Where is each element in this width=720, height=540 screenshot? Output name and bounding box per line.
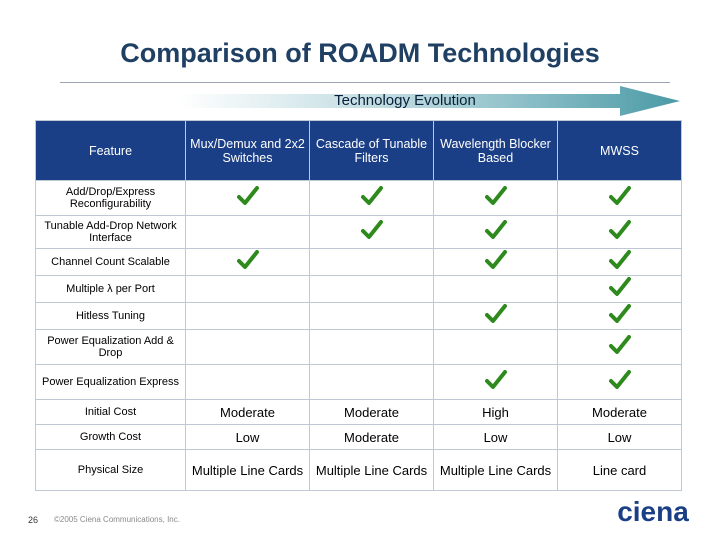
check-cell: [557, 302, 682, 330]
value-cell: Low: [185, 424, 310, 450]
check-mark-icon: [484, 219, 507, 240]
check-cell: [557, 275, 682, 303]
feature-label: Power Equalization Express: [35, 364, 186, 400]
value-label: Growth Cost: [35, 424, 186, 450]
check-cell: [309, 180, 434, 216]
value-cell: Moderate: [557, 399, 682, 425]
feature-row: Power Equalization Add & Drop: [35, 329, 682, 365]
check-cell: [557, 180, 682, 216]
value-label: Physical Size: [35, 449, 186, 491]
check-mark-icon: [608, 369, 631, 390]
feature-label: Hitless Tuning: [35, 302, 186, 330]
check-cell: [185, 275, 310, 303]
value-cell: High: [433, 399, 558, 425]
slide-title: Comparison of ROADM Technologies: [120, 38, 600, 68]
value-row: Physical Size Multiple Line Cards Multip…: [35, 449, 682, 491]
check-mark-icon: [236, 249, 259, 270]
comparison-table: Feature Mux/Demux and 2x2 Switches Casca…: [35, 120, 682, 491]
check-mark-icon: [360, 185, 383, 206]
value-cell: Line card: [557, 449, 682, 491]
check-mark-icon: [360, 219, 383, 240]
value-cell: Low: [433, 424, 558, 450]
feature-row: Tunable Add-Drop Network Interface: [35, 215, 682, 249]
check-cell: [433, 215, 558, 249]
value-cell: Multiple Line Cards: [309, 449, 434, 491]
check-cell: [309, 215, 434, 249]
logo-text: ciena: [617, 497, 689, 527]
value-cell: Moderate: [309, 424, 434, 450]
feature-label: Add/Drop/Express Reconfigurability: [35, 180, 186, 216]
check-cell: [433, 275, 558, 303]
header-row: Feature Mux/Demux and 2x2 Switches Casca…: [35, 120, 682, 181]
feature-label: Multiple λ per Port: [35, 275, 186, 303]
check-mark-icon: [608, 249, 631, 270]
check-cell: [557, 248, 682, 276]
value-cell: Multiple Line Cards: [433, 449, 558, 491]
check-cell: [433, 302, 558, 330]
check-mark-icon: [608, 334, 631, 355]
check-cell: [185, 329, 310, 365]
check-cell: [309, 329, 434, 365]
feature-label: Power Equalization Add & Drop: [35, 329, 186, 365]
check-mark-icon: [608, 185, 631, 206]
value-cell: Moderate: [309, 399, 434, 425]
value-row: Initial Cost Moderate Moderate High Mode…: [35, 399, 682, 425]
check-mark-icon: [484, 303, 507, 324]
feature-label: Channel Count Scalable: [35, 248, 186, 276]
evolution-arrow: [180, 86, 680, 116]
header-col-3: Wavelength Blocker Based: [433, 120, 558, 181]
check-mark-icon: [484, 369, 507, 390]
check-cell: [557, 364, 682, 400]
check-cell: [309, 364, 434, 400]
header-feature: Feature: [35, 120, 186, 181]
feature-label: Tunable Add-Drop Network Interface: [35, 215, 186, 249]
value-cell: Multiple Line Cards: [185, 449, 310, 491]
value-cell: Low: [557, 424, 682, 450]
page-number: 26: [28, 515, 39, 525]
header-col-1: Mux/Demux and 2x2 Switches: [185, 120, 310, 181]
check-cell: [433, 180, 558, 216]
feature-row: Hitless Tuning: [35, 302, 682, 330]
value-row: Growth Cost Low Moderate Low Low: [35, 424, 682, 450]
copyright-text: ©2005 Ciena Communications, Inc.: [54, 515, 180, 524]
ciena-logo: ciena: [617, 497, 689, 527]
check-cell: [185, 302, 310, 330]
check-mark-icon: [484, 249, 507, 270]
check-mark-icon: [608, 303, 631, 324]
value-label: Initial Cost: [35, 399, 186, 425]
check-mark-icon: [484, 185, 507, 206]
feature-row: Add/Drop/Express Reconfigurability: [35, 180, 682, 216]
feature-row: Multiple λ per Port: [35, 275, 682, 303]
feature-row: Power Equalization Express: [35, 364, 682, 400]
value-cell: Moderate: [185, 399, 310, 425]
header-col-4: MWSS: [557, 120, 682, 181]
check-cell: [185, 180, 310, 216]
check-cell: [433, 329, 558, 365]
check-cell: [433, 248, 558, 276]
check-cell: [185, 248, 310, 276]
check-cell: [185, 364, 310, 400]
check-cell: [557, 215, 682, 249]
check-mark-icon: [236, 185, 259, 206]
title-divider: [60, 82, 670, 83]
feature-row: Channel Count Scalable: [35, 248, 682, 276]
check-cell: [309, 275, 434, 303]
check-cell: [185, 215, 310, 249]
header-col-2: Cascade of Tunable Filters: [309, 120, 434, 181]
check-cell: [557, 329, 682, 365]
check-mark-icon: [608, 219, 631, 240]
arrow-label: Technology Evolution: [334, 92, 476, 109]
check-mark-icon: [608, 276, 631, 297]
check-cell: [309, 248, 434, 276]
check-cell: [309, 302, 434, 330]
check-cell: [433, 364, 558, 400]
